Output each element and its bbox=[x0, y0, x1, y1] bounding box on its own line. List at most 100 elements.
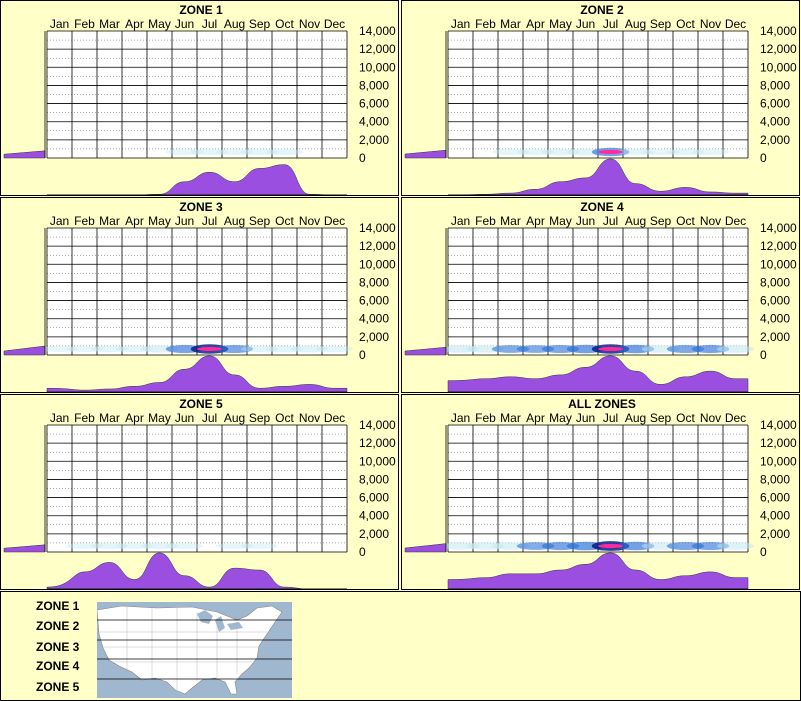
density-blob bbox=[115, 542, 154, 550]
y-tick-label: 2,000 bbox=[760, 527, 790, 541]
month-label: Aug bbox=[224, 214, 245, 228]
zone-panel-3: ZONE 3 Jan Feb Mar Apr May Jun Jul Aug Sep Oct Nov D… bbox=[0, 197, 399, 393]
month-label: May bbox=[148, 17, 171, 31]
y-tick-label: 12,000 bbox=[760, 436, 797, 450]
y-tick-label: 6,000 bbox=[359, 97, 389, 111]
y-tick-label: 4,000 bbox=[760, 115, 790, 129]
us-map bbox=[97, 602, 292, 698]
month-label: Oct bbox=[676, 411, 695, 425]
zone-panel-1: ZONE 1 Jan Feb Mar Apr May Jun Jul Aug Sep Oct Nov D… bbox=[0, 0, 399, 196]
month-label: Dec bbox=[324, 17, 345, 31]
y-tick-label: 8,000 bbox=[359, 78, 389, 92]
map-lake-1 bbox=[197, 610, 213, 624]
month-label: Dec bbox=[725, 214, 746, 228]
month-label: Feb bbox=[74, 214, 95, 228]
y-tick-label: 2,000 bbox=[359, 527, 389, 541]
month-label: Jan bbox=[451, 17, 470, 31]
month-label: Apr bbox=[526, 17, 545, 31]
zone-chart-svg: ZONE 2 Jan Feb Mar Apr May Jun Jul Aug Sep Oct Nov D… bbox=[404, 3, 797, 196]
month-label: Jun bbox=[175, 411, 194, 425]
density-blob bbox=[716, 345, 755, 353]
y-tick-label: 12,000 bbox=[760, 42, 797, 56]
density-blob bbox=[215, 345, 254, 353]
y-tick-label: 0 bbox=[359, 151, 366, 165]
monthly-profile bbox=[447, 158, 749, 196]
density-peak bbox=[598, 544, 623, 548]
density-blob bbox=[616, 148, 655, 156]
month-label: Nov bbox=[299, 214, 320, 228]
month-label: Feb bbox=[475, 411, 496, 425]
y-tick-label: 10,000 bbox=[359, 454, 396, 468]
y-tick-label: 0 bbox=[760, 545, 767, 559]
density-blob bbox=[290, 345, 329, 353]
month-label: Feb bbox=[74, 411, 95, 425]
month-label: Jan bbox=[50, 214, 69, 228]
zone-label-4: ZONE 4 bbox=[36, 659, 80, 673]
density-blob bbox=[240, 345, 279, 353]
month-label: Sep bbox=[650, 411, 672, 425]
month-label: Feb bbox=[475, 17, 496, 31]
elevation-profile bbox=[3, 150, 46, 159]
month-label: Aug bbox=[625, 411, 646, 425]
elevation-profile bbox=[404, 543, 447, 553]
month-label: Dec bbox=[324, 214, 345, 228]
panel-title: ZONE 5 bbox=[179, 397, 223, 411]
month-label: Jan bbox=[451, 214, 470, 228]
y-tick-label: 0 bbox=[359, 545, 366, 559]
density-blob bbox=[40, 345, 79, 353]
density-peak bbox=[598, 150, 623, 154]
density-blob bbox=[516, 148, 555, 156]
density-blob bbox=[641, 148, 680, 156]
monthly-profile bbox=[46, 355, 348, 393]
zone-chart-svg: ZONE 4 Jan Feb Mar Apr May Jun Jul Aug Sep Oct Nov D… bbox=[404, 200, 797, 393]
panel-title: ZONE 4 bbox=[580, 200, 624, 214]
density-blob bbox=[240, 542, 279, 550]
zone-chart-svg: ZONE 3 Jan Feb Mar Apr May Jun Jul Aug Sep Oct Nov D… bbox=[3, 200, 396, 393]
zone-chart-svg: ZONE 1 Jan Feb Mar Apr May Jun Jul Aug Sep Oct Nov D… bbox=[3, 3, 396, 196]
month-label: Aug bbox=[224, 411, 245, 425]
month-label: Jan bbox=[50, 411, 69, 425]
month-label: Jan bbox=[50, 17, 69, 31]
month-label: Jul bbox=[603, 411, 618, 425]
zone-panel-6: ALL ZONES Jan Feb Mar Apr May Jun Jul Aug Sep Oct N… bbox=[401, 394, 800, 590]
month-label: Nov bbox=[299, 17, 320, 31]
month-label: Mar bbox=[99, 411, 120, 425]
month-label: May bbox=[549, 411, 572, 425]
y-tick-label: 12,000 bbox=[359, 436, 396, 450]
month-label: Dec bbox=[725, 17, 746, 31]
month-label: Aug bbox=[625, 17, 646, 31]
map-zone-lines bbox=[97, 619, 292, 680]
panel-title: ALL ZONES bbox=[568, 397, 636, 411]
density-blob bbox=[140, 542, 179, 550]
y-tick-label: 2,000 bbox=[760, 330, 790, 344]
month-label: Jul bbox=[603, 214, 618, 228]
month-label: Mar bbox=[500, 17, 521, 31]
density-blob bbox=[240, 148, 279, 156]
zone-legend: ZONE 1 ZONE 2 ZONE 3 ZONE 4 ZONE 5 bbox=[0, 591, 801, 701]
month-label: Nov bbox=[700, 17, 721, 31]
density-blob bbox=[491, 148, 530, 156]
zone-label-3: ZONE 3 bbox=[36, 640, 80, 654]
chart-panels: ZONE 1 Jan Feb Mar Apr May Jun Jul Aug Sep Oct Nov D… bbox=[0, 0, 800, 590]
y-tick-label: 10,000 bbox=[359, 60, 396, 74]
panel-title: ZONE 1 bbox=[179, 3, 223, 17]
month-label: Sep bbox=[249, 17, 271, 31]
month-label: Mar bbox=[500, 214, 521, 228]
y-tick-label: 4,000 bbox=[760, 312, 790, 326]
y-tick-label: 6,000 bbox=[359, 491, 389, 505]
panel-title: ZONE 3 bbox=[179, 200, 223, 214]
month-label: Oct bbox=[275, 411, 294, 425]
month-label: Aug bbox=[224, 17, 245, 31]
month-label: Nov bbox=[700, 214, 721, 228]
density-blob bbox=[215, 148, 254, 156]
zone-label-5: ZONE 5 bbox=[36, 680, 80, 694]
y-tick-label: 4,000 bbox=[359, 312, 389, 326]
month-label: Apr bbox=[125, 411, 144, 425]
month-label: Jul bbox=[202, 411, 217, 425]
y-tick-label: 10,000 bbox=[760, 60, 797, 74]
y-tick-label: 4,000 bbox=[760, 509, 790, 523]
density-blob bbox=[165, 148, 204, 156]
y-tick-label: 10,000 bbox=[760, 257, 797, 271]
month-label: Dec bbox=[324, 411, 345, 425]
month-label: Jul bbox=[603, 17, 618, 31]
